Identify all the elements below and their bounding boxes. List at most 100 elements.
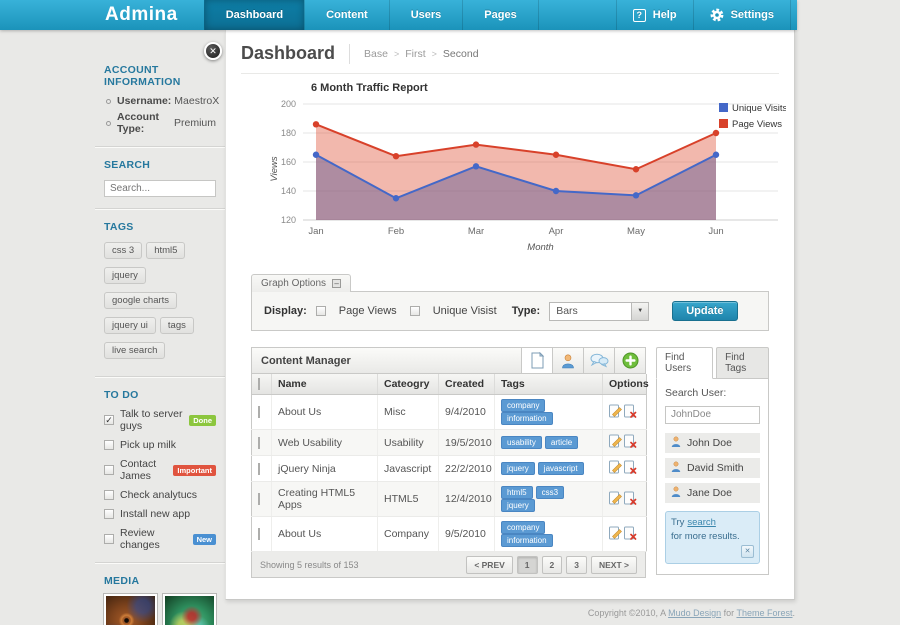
tag-live-search[interactable]: live search: [104, 342, 166, 359]
page-button-3[interactable]: 3: [566, 555, 587, 574]
tab-find-tags[interactable]: Find Tags: [716, 347, 769, 379]
page-button-next[interactable]: NEXT >: [591, 555, 637, 574]
nav-tab-content[interactable]: Content: [304, 0, 389, 30]
todo-checkbox[interactable]: [104, 534, 114, 544]
delete-icon[interactable]: [624, 460, 637, 477]
edit-icon[interactable]: [609, 434, 622, 451]
breadcrumb-item-second[interactable]: Second: [442, 47, 479, 60]
edit-icon[interactable]: [609, 526, 622, 543]
update-button[interactable]: Update: [672, 301, 738, 321]
tab-find-users[interactable]: Find Users: [656, 347, 714, 379]
row-checkbox[interactable]: [258, 406, 260, 418]
nav-tab-dashboard[interactable]: Dashboard: [203, 0, 305, 30]
graph-type-select[interactable]: Bars ▼: [549, 301, 650, 321]
display-checkbox-unique-visist[interactable]: [409, 306, 420, 316]
svg-text:Mar: Mar: [468, 226, 484, 237]
delete-icon[interactable]: [624, 491, 637, 508]
user-results-list: John Doe David Smith Jane Doe: [665, 432, 760, 503]
notice-close-icon[interactable]: ✕: [741, 544, 754, 558]
row-tag-css3[interactable]: css3: [535, 486, 565, 499]
content-manager-title: Content Manager: [261, 354, 351, 367]
row-tag-jquery[interactable]: jquery: [501, 499, 535, 512]
add-tool-button[interactable]: [614, 348, 645, 373]
comments-tool-button[interactable]: [583, 348, 614, 373]
svg-text:Jun: Jun: [708, 226, 723, 237]
row-tag-information[interactable]: information: [501, 412, 553, 425]
todo-checkbox[interactable]: ✓: [104, 415, 114, 425]
breadcrumb-item-first[interactable]: First: [405, 47, 426, 60]
document-icon: [531, 352, 544, 369]
breadcrumb: Base > First > Second: [364, 48, 479, 60]
graph-options-tab[interactable]: Graph Options –: [251, 274, 352, 292]
page-button-1[interactable]: 1: [516, 555, 538, 574]
todo-checkbox[interactable]: [104, 440, 114, 450]
row-checkbox[interactable]: [258, 462, 260, 475]
page-button-prev[interactable]: < PREV: [466, 555, 513, 574]
svg-text:180: 180: [281, 128, 296, 138]
row-checkbox[interactable]: [258, 436, 260, 449]
cell-options: [602, 394, 647, 430]
row-tag-html5[interactable]: html5: [501, 486, 533, 499]
nav-tab-users[interactable]: Users: [388, 0, 463, 30]
row-tag-company[interactable]: company: [501, 521, 546, 534]
row-tag-article[interactable]: article: [544, 436, 579, 449]
help-button[interactable]: ? Help: [615, 0, 693, 30]
delete-icon[interactable]: [624, 526, 637, 543]
svg-text:Jan: Jan: [308, 226, 323, 237]
tag-google-charts[interactable]: google charts: [104, 292, 178, 309]
settings-button[interactable]: Settings: [692, 0, 791, 30]
users-tool-button[interactable]: [552, 348, 583, 373]
select-all-checkbox[interactable]: [258, 378, 260, 390]
cell-tags: companyinformation: [494, 394, 603, 430]
collapse-icon[interactable]: –: [332, 279, 342, 288]
svg-text:Feb: Feb: [388, 226, 404, 237]
edit-icon[interactable]: [609, 491, 622, 508]
row-tag-javascript[interactable]: javascript: [537, 462, 584, 475]
notice-search-link[interactable]: search: [687, 516, 716, 528]
user-result-david-smith[interactable]: David Smith: [665, 457, 760, 478]
tag-html5[interactable]: html5: [146, 242, 186, 259]
find-user-input[interactable]: [665, 405, 760, 424]
search-input[interactable]: [104, 180, 216, 197]
sidebar-close-button[interactable]: ✕: [204, 42, 222, 60]
user-result-jane-doe[interactable]: Jane Doe: [665, 482, 760, 503]
user-name: David Smith: [687, 461, 744, 474]
tag-css-3[interactable]: css 3: [104, 242, 143, 259]
breadcrumb-item-base[interactable]: Base: [364, 47, 388, 60]
nav-tab-pages[interactable]: Pages: [462, 0, 539, 30]
delete-icon[interactable]: [624, 434, 637, 451]
display-checkbox-page-views[interactable]: [315, 306, 326, 316]
design-link[interactable]: Mudo Design: [668, 608, 722, 618]
media-thumbnail-2[interactable]: [163, 594, 216, 625]
market-link[interactable]: Theme Forest: [736, 608, 793, 618]
tag-tags[interactable]: tags: [159, 317, 194, 334]
breadcrumb-separator: >: [393, 48, 400, 59]
edit-icon[interactable]: [609, 404, 622, 421]
todo-badge-new: New: [192, 533, 216, 545]
user-result-john-doe[interactable]: John Doe: [665, 432, 760, 453]
series-unique-visits: [312, 151, 720, 202]
row-checkbox[interactable]: [258, 528, 260, 540]
page-button-2[interactable]: 2: [541, 555, 563, 574]
search-heading: SEARCH: [104, 159, 151, 171]
tag-jquery-ui[interactable]: jquery ui: [104, 317, 156, 334]
search-notice: Try search for more results. ✕: [665, 510, 760, 564]
media-thumbnail-1[interactable]: [104, 594, 157, 625]
row-tag-jquery[interactable]: jquery: [501, 462, 535, 475]
edit-icon[interactable]: [609, 460, 622, 477]
row-tag-usability[interactable]: usability: [501, 436, 542, 449]
todo-checkbox[interactable]: [104, 465, 114, 475]
display-checkboxes: Page Views Unique Visist: [315, 305, 503, 317]
row-tag-company[interactable]: company: [501, 399, 546, 412]
graph-type-value: Bars: [556, 305, 578, 317]
row-checkbox[interactable]: [258, 493, 260, 505]
todo-checkbox[interactable]: [104, 509, 114, 519]
delete-icon[interactable]: [624, 404, 637, 421]
row-tag-information[interactable]: information: [501, 534, 553, 547]
divider: [241, 73, 779, 74]
column-header-options: Options: [602, 374, 649, 395]
tag-jquery[interactable]: jquery: [104, 267, 146, 284]
todo-checkbox[interactable]: [104, 490, 114, 500]
documents-tool-button[interactable]: [521, 348, 552, 373]
